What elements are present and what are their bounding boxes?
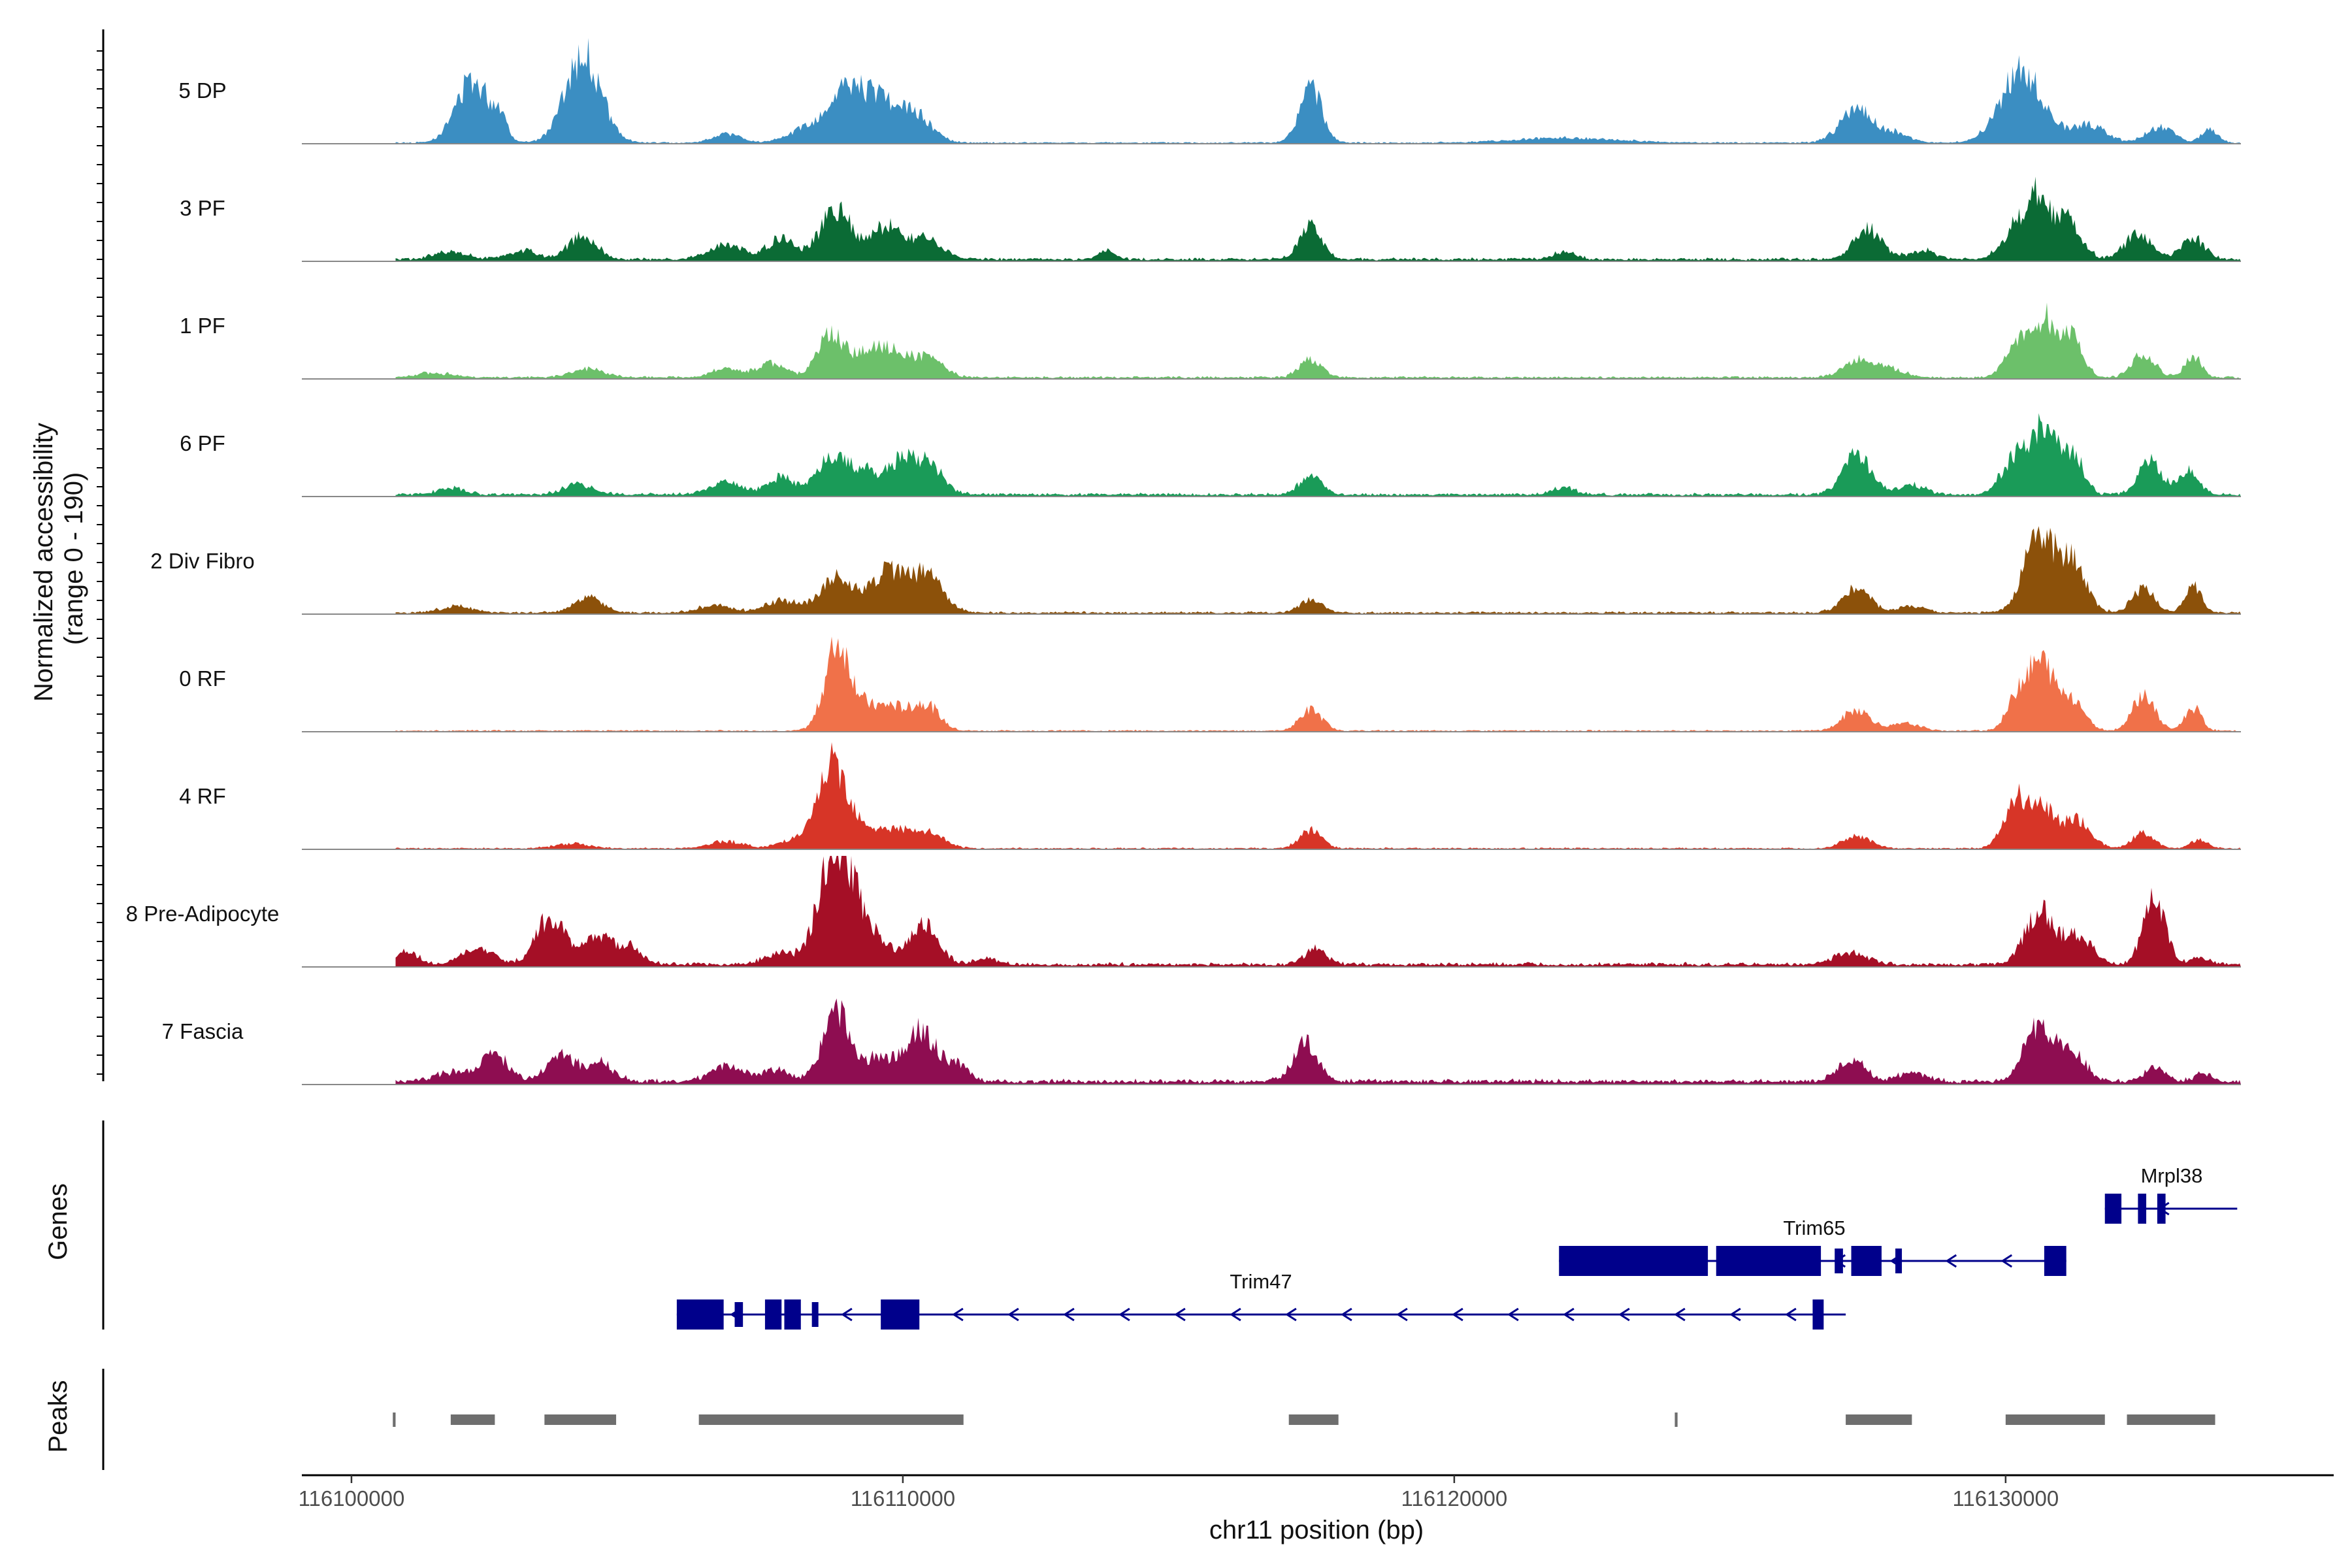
gene-trim47: Trim47 [676, 1270, 1846, 1330]
gene-name-label: Mrpl38 [2141, 1164, 2203, 1187]
x-axis-title: chr11 position (bp) [1209, 1516, 1424, 1544]
peak-region [393, 1413, 396, 1427]
strand-arrow-icon [1507, 1307, 1519, 1322]
coverage-track-2: 1 PF [180, 302, 2241, 380]
peak-region [698, 1414, 964, 1425]
coverage-area [395, 998, 2241, 1085]
gene-exon [811, 1302, 819, 1327]
peak-region [450, 1414, 495, 1425]
coverage-track-5: 0 RF [179, 636, 2241, 732]
coverage-area [395, 38, 2241, 144]
gene-exon [1812, 1299, 1824, 1330]
peak-region-track [102, 1369, 2215, 1470]
track-label: 3 PF [180, 196, 225, 220]
gene-exon [2138, 1194, 2147, 1224]
gene-mrpl38: Mrpl38 [2104, 1164, 2238, 1224]
strand-arrow-icon [952, 1307, 964, 1322]
coverage-y-axis-title: Normalized accessibility (range 0 - 190) [29, 416, 88, 702]
genes-track-title: Genes [44, 1183, 73, 1260]
x-tick-label: 116110000 [851, 1486, 955, 1511]
peak-region [1288, 1414, 1339, 1425]
strand-arrow-icon [1729, 1307, 1741, 1322]
gene-annotation-track: Trim47 Trim65 Mrpl38 [102, 1120, 2238, 1330]
gene-exon [1716, 1246, 1821, 1276]
coverage-area [395, 742, 2241, 849]
coverage-y-axis-title-line1: Normalized accessibility [29, 423, 58, 702]
strand-arrow-icon [1174, 1307, 1186, 1322]
strand-arrow-icon [1119, 1307, 1130, 1322]
coverage-area [395, 413, 2241, 497]
gene-exon [2157, 1194, 2166, 1224]
track-label: 5 DP [178, 78, 226, 103]
gene-exon [1895, 1249, 1903, 1273]
peak-region [1846, 1414, 1912, 1425]
track-label: 4 RF [179, 784, 226, 808]
coverage-area [395, 636, 2241, 732]
track-label: 2 Div Fibro [150, 549, 255, 573]
track-label: 1 PF [180, 314, 225, 338]
strand-arrow-icon [2001, 1254, 2013, 1268]
peak-region [2005, 1414, 2105, 1425]
peaks-track-title: Peaks [44, 1380, 73, 1452]
coverage-track-4: 2 Div Fibro [150, 526, 2241, 615]
coverage-track-3: 6 PF [180, 413, 2241, 497]
strand-arrow-icon [1396, 1307, 1408, 1322]
track-label: 6 PF [180, 431, 225, 455]
x-tick-label: 116130000 [1952, 1486, 2059, 1511]
peak-region [2127, 1414, 2215, 1425]
peak-region [1674, 1413, 1678, 1427]
strand-arrow-icon [1341, 1307, 1352, 1322]
strand-arrow-icon [841, 1307, 853, 1322]
coverage-track-1: 3 PF [180, 176, 2241, 262]
strand-arrow-icon [1563, 1307, 1575, 1322]
strand-arrow-icon [1230, 1307, 1241, 1322]
gene-name-label: Trim47 [1230, 1270, 1292, 1293]
coverage-track-8: 7 Fascia [162, 998, 2241, 1085]
coverage-tracks: 5 DP 3 PF 1 PF 6 PF 2 Div Fibro 0 RF 4 RF 8 Pre… [97, 29, 2241, 1085]
gene-exon [784, 1299, 801, 1330]
coverage-area [395, 302, 2241, 379]
coverage-area [395, 176, 2241, 261]
strand-arrow-icon [1063, 1307, 1075, 1322]
gene-exon [676, 1299, 724, 1330]
gene-exon [1559, 1246, 1708, 1276]
coverage-track-7: 8 Pre-Adipocyte [126, 856, 2241, 968]
track-label: 8 Pre-Adipocyte [126, 902, 280, 926]
gene-exon [764, 1299, 782, 1330]
strand-arrow-icon [1452, 1307, 1463, 1322]
gene-exon [2104, 1194, 2122, 1224]
track-label: 0 RF [179, 666, 226, 691]
x-axis: 116100000 116110000 116120000 116130000 [299, 1474, 2334, 1511]
gene-name-label: Trim65 [1783, 1217, 1845, 1239]
x-tick-label: 116100000 [299, 1486, 405, 1511]
strand-arrow-icon [1945, 1254, 1957, 1268]
coverage-area [395, 856, 2241, 967]
strand-arrow-icon [1285, 1307, 1297, 1322]
gene-exon [2044, 1246, 2066, 1276]
gene-exon [1835, 1249, 1843, 1273]
strand-arrow-icon [1618, 1307, 1630, 1322]
gene-trim65: Trim65 [1559, 1217, 2066, 1276]
x-tick-label: 116120000 [1401, 1486, 1508, 1511]
coverage-y-axis-title-line2: (range 0 - 190) [59, 472, 88, 645]
strand-arrow-icon [1785, 1307, 1797, 1322]
strand-arrow-icon [1674, 1307, 1686, 1322]
coverage-area [395, 526, 2241, 614]
gene-exon [734, 1302, 743, 1327]
strand-arrow-icon [1007, 1307, 1019, 1322]
peak-region [544, 1414, 617, 1425]
track-label: 7 Fascia [162, 1019, 244, 1043]
coverage-track-0: 5 DP [178, 38, 2241, 144]
gene-exon [1851, 1246, 1882, 1276]
coverage-track-6: 4 RF [179, 742, 2241, 850]
gene-exon [881, 1299, 920, 1330]
